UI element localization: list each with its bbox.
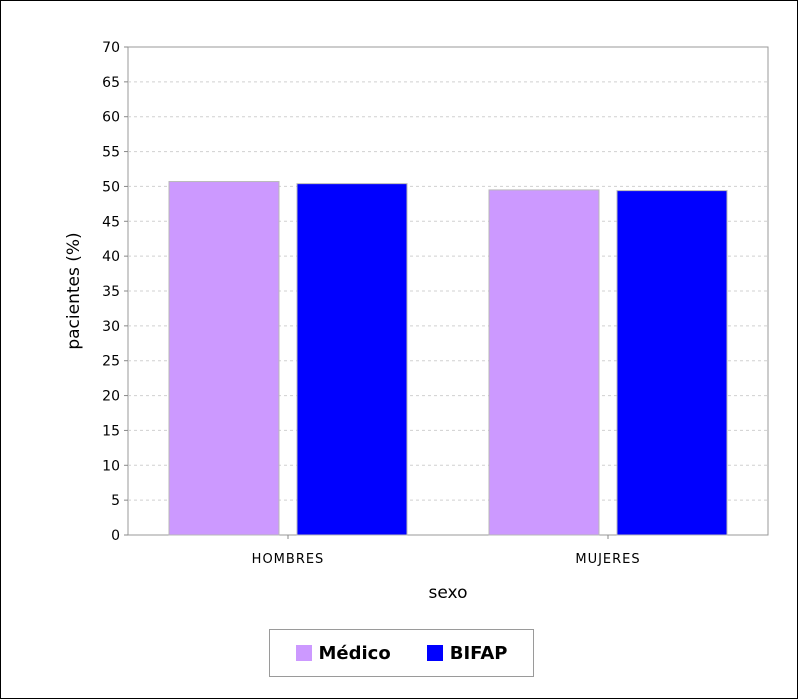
bar-medico-mujeres [488,189,600,536]
legend-label-bifap: BIFAP [449,642,508,664]
bar-medico-hombres [168,181,280,536]
y-tick-label: 65 [102,75,120,91]
y-axis-title: pacientes (%) [64,232,84,349]
bars [168,181,728,536]
y-tick-label: 30 [102,319,120,335]
y-tick-label: 40 [102,249,120,265]
y-tick-label: 20 [102,389,120,405]
y-tick-label: 25 [102,354,120,370]
x-axis: HOMBRES MUJERES [252,535,640,567]
y-tick-label: 55 [102,145,120,161]
legend-item-medico: Médico [295,642,391,664]
bar-bifap-mujeres [616,190,728,536]
y-tick-label: 5 [111,493,120,509]
y-tick-label: 15 [102,423,120,439]
legend-label-medico: Médico [318,642,391,664]
x-category-label: MUJERES [575,552,640,567]
bar-bifap-hombres [296,183,408,536]
y-tick-label: 0 [111,528,120,544]
y-axis: 0 5 10 15 20 25 30 35 40 45 50 55 60 65 70 [102,40,128,544]
grid-lines [128,81,768,501]
legend: Médico BIFAP [269,629,534,677]
y-tick-label: 35 [102,284,120,300]
legend-swatch-bifap [426,645,443,661]
y-tick-label: 45 [102,214,120,230]
y-tick-label: 10 [102,458,120,474]
x-axis-title: sexo [429,583,468,603]
legend-swatch-medico [295,645,312,661]
y-tick-label: 70 [102,40,120,56]
legend-item-bifap: BIFAP [426,642,508,664]
x-category-label: HOMBRES [252,552,325,567]
y-tick-label: 60 [102,110,120,126]
y-tick-label: 50 [102,179,120,195]
